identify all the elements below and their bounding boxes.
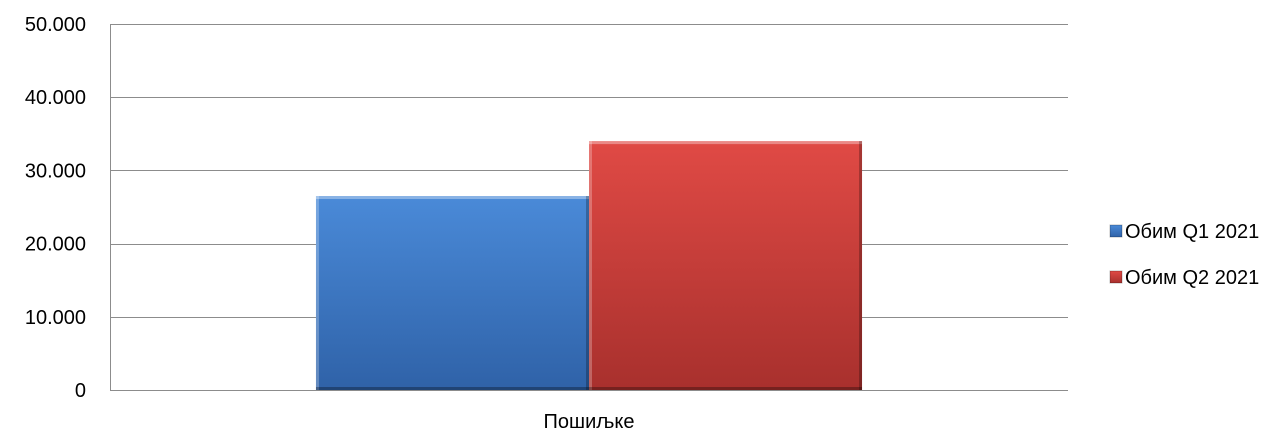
x-category-label: Пошиљке xyxy=(544,411,635,433)
legend-swatch xyxy=(1109,270,1123,284)
y-axis-ticks: 0 10.000 20.000 30.000 40.000 50.000 xyxy=(25,14,86,402)
bar-q1 xyxy=(315,196,589,390)
y-tick-label: 50.000 xyxy=(25,14,86,36)
bars xyxy=(315,141,863,390)
legend: Обим Q1 2021 Обим Q2 2021 xyxy=(1109,221,1259,289)
legend-label: Обим Q2 2021 xyxy=(1125,267,1259,289)
bar-q2 xyxy=(589,141,863,390)
legend-swatch xyxy=(1109,224,1123,238)
legend-item: Обим Q1 2021 xyxy=(1109,221,1259,243)
legend-item: Обим Q2 2021 xyxy=(1109,267,1259,289)
y-tick-label: 20.000 xyxy=(25,234,86,256)
y-tick-label: 10.000 xyxy=(25,307,86,329)
y-tick-label: 0 xyxy=(75,380,86,402)
y-tick-label: 40.000 xyxy=(25,87,86,109)
y-tick-label: 30.000 xyxy=(25,160,86,182)
legend-label: Обим Q1 2021 xyxy=(1125,221,1259,243)
x-axis-categories: Пошиљке xyxy=(544,411,635,433)
